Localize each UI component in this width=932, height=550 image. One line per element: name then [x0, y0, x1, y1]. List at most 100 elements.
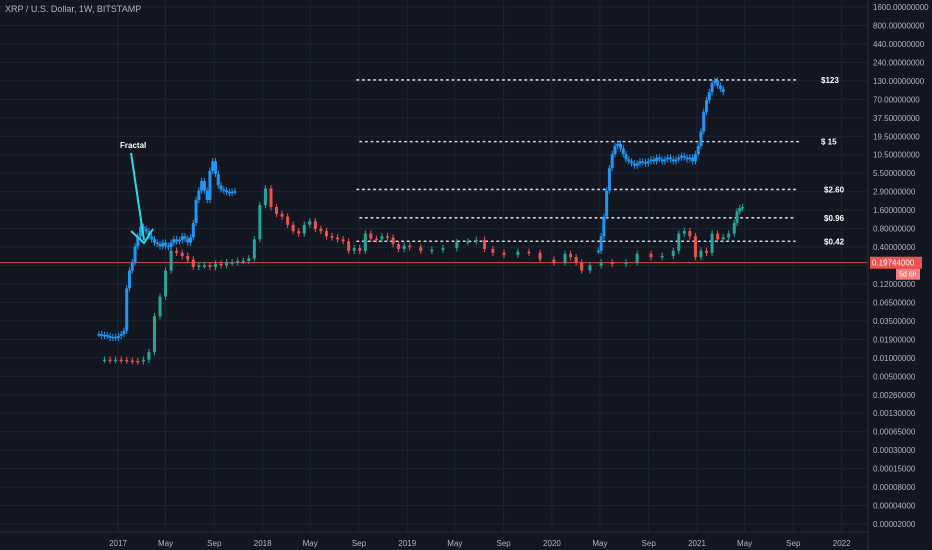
x-tick-label: 2021	[688, 539, 706, 548]
price-bar	[197, 265, 201, 267]
price-bar	[474, 239, 478, 242]
fractal-bar	[105, 334, 109, 337]
price-bar	[741, 207, 745, 209]
fractal-bar	[216, 173, 220, 186]
price-bar	[699, 250, 703, 258]
fractal-bar	[705, 100, 709, 112]
x-tick-label: Sep	[352, 539, 367, 548]
price-bar	[735, 211, 739, 223]
price-bar	[682, 231, 686, 234]
fractal-bar	[230, 191, 234, 194]
price-bar	[580, 262, 584, 271]
price-bar	[263, 188, 267, 206]
fractal-bar	[691, 157, 695, 162]
price-bar	[380, 236, 384, 240]
price-bar	[213, 263, 217, 267]
y-tick-label: 0.12000000	[873, 280, 916, 289]
countdown-tag	[896, 268, 920, 280]
fractal-bar	[103, 334, 107, 337]
price-bar	[330, 236, 334, 238]
x-tick-label: May	[447, 539, 462, 548]
price-bar	[688, 231, 692, 237]
time-axis[interactable]: 2017 May Sep 2018 May Sep 2019 May Sep 2020 May Sep…	[0, 531, 868, 548]
price-bar	[297, 231, 301, 234]
price-bar	[721, 237, 725, 240]
y-tick-label: 10.50000000	[873, 151, 920, 160]
level-label: $0.96	[824, 214, 845, 223]
y-tick-label: 0.01900000	[873, 335, 916, 344]
y-tick-label: 0.06500000	[873, 298, 916, 307]
fractal-bar	[638, 161, 642, 164]
price-axis[interactable]: 1600.00000000 800.00000000 440.00000000 240…	[867, 0, 929, 550]
x-tick-label: 2022	[833, 539, 851, 548]
fractal-bar	[127, 270, 131, 289]
price-bar	[677, 233, 681, 251]
fractal-bar	[186, 238, 190, 243]
y-tick-label: 1600.00000000	[873, 3, 929, 12]
price-bar	[705, 250, 709, 253]
price-bar	[308, 221, 312, 225]
fractal-bar	[205, 190, 209, 200]
price-bar	[635, 253, 639, 263]
fractal-bar	[108, 335, 112, 338]
price-series	[97, 77, 745, 365]
fractal-bar	[641, 161, 645, 163]
arrow-shaft	[130, 152, 145, 241]
level-label: $123	[821, 76, 839, 85]
price-bar	[610, 262, 614, 264]
fractal-bar	[696, 146, 700, 155]
fractal-bar	[189, 237, 193, 243]
countdown-label: 5d 6h	[899, 272, 917, 279]
price-bar	[291, 224, 295, 232]
fractal-bar	[718, 85, 722, 89]
fractal-bar	[621, 148, 625, 155]
fractal-bar	[202, 181, 206, 191]
price-bar	[738, 208, 742, 212]
price-bar	[710, 233, 714, 253]
price-bar	[385, 236, 389, 238]
fractal-bar	[164, 242, 168, 246]
y-tick-label: 240.00000000	[873, 58, 925, 67]
fractal-bar	[200, 181, 204, 191]
price-bar	[397, 244, 401, 249]
fractal-bar	[643, 162, 647, 164]
price-bar	[108, 359, 112, 362]
level-label: $2.60	[824, 185, 845, 194]
price-bar	[180, 252, 184, 256]
fractal-bar	[721, 88, 725, 93]
y-tick-label: 19.50000000	[873, 132, 920, 141]
price-bar	[275, 207, 279, 214]
fractal-bar	[616, 143, 620, 147]
price-bar	[247, 258, 251, 261]
y-tick-label: 440.00000000	[873, 40, 925, 49]
price-bar	[175, 250, 179, 253]
x-tick-label: 2017	[109, 539, 127, 548]
price-bar	[341, 239, 345, 242]
x-tick-label: 2020	[543, 539, 561, 548]
y-tick-label: 2.90000000	[873, 188, 916, 197]
fractal-bar	[699, 131, 703, 147]
price-bar	[225, 262, 229, 266]
price-bar	[569, 253, 573, 258]
fractal-bar	[150, 236, 154, 240]
fractal-bar	[197, 190, 201, 200]
y-tick-label: 0.00004000	[873, 502, 916, 511]
x-tick-label: May	[158, 539, 173, 548]
price-bar	[466, 241, 470, 243]
fractal-bar	[180, 236, 184, 240]
price-bar	[302, 224, 306, 234]
fractal-bar	[227, 191, 231, 194]
price-bar	[599, 262, 603, 266]
fractal-bar	[194, 199, 198, 223]
fractal-bar	[222, 189, 226, 191]
price-bar	[158, 296, 162, 317]
fractal-bar	[177, 239, 181, 242]
x-tick-label: 2019	[398, 539, 416, 548]
x-tick-label: May	[303, 539, 318, 548]
price-bar	[419, 247, 423, 251]
fractal-bar	[655, 157, 659, 162]
x-tick-label: 2018	[254, 539, 272, 548]
price-bar	[258, 205, 262, 240]
y-tick-label: 37.50000000	[873, 114, 920, 123]
